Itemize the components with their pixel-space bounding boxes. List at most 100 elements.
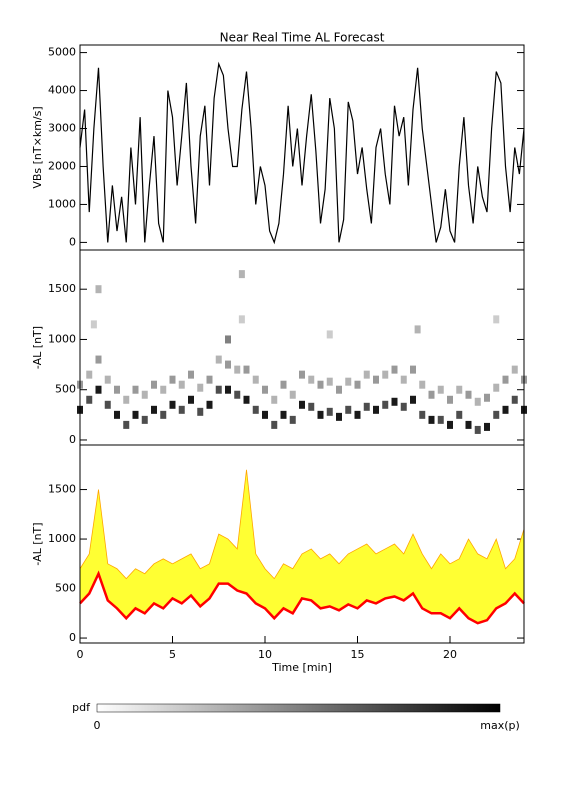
colorbar-label: pdf (72, 701, 91, 714)
y-tick-label: 5000 (48, 46, 76, 59)
y-tick-label: 0 (69, 235, 76, 248)
pdf-cell (238, 270, 245, 279)
pdf-cell (280, 380, 287, 389)
pdf-cell (289, 415, 296, 424)
pdf-cell (141, 415, 148, 424)
pdf-cell (437, 385, 444, 394)
pdf-cell (234, 365, 241, 374)
pdf-cell (188, 370, 194, 379)
pdf-cell (493, 315, 500, 324)
pdf-cell (414, 325, 421, 334)
pdf-cell (262, 385, 268, 394)
pdf-cell (169, 400, 176, 409)
y-tick-label: 1500 (48, 483, 76, 496)
pdf-cell (197, 383, 204, 392)
pdf-cell (363, 402, 370, 411)
pdf-cell (502, 375, 509, 384)
pdf-cell (90, 320, 97, 329)
pdf-cell (465, 420, 472, 429)
pdf-cell (336, 412, 342, 421)
pdf-cell (243, 395, 250, 404)
pdf-cell (484, 393, 490, 402)
colorbar-min-label: 0 (94, 719, 101, 732)
pdf-cell (215, 385, 222, 394)
y-tick-label: 500 (55, 582, 76, 595)
pdf-cell (373, 375, 379, 384)
pdf-cell (95, 285, 102, 294)
pdf-cell (234, 390, 241, 399)
pdf-cell (225, 385, 231, 394)
pdf-cell (354, 380, 361, 389)
pdf-cell (132, 410, 139, 419)
pdf-cell (484, 422, 490, 431)
data-line (79, 61, 525, 245)
pdf-cell (178, 380, 185, 389)
pdf-cell (299, 370, 305, 379)
pdf-cell (400, 402, 407, 411)
x-axis-label: Time [min] (271, 661, 332, 674)
y-tick-label: 1500 (48, 282, 76, 295)
pdf-cell (326, 377, 333, 386)
pdf-cell (252, 375, 259, 384)
pdf-cell (391, 365, 398, 374)
pdf-cell (225, 360, 231, 369)
y-tick-label: 4000 (48, 84, 76, 97)
pdf-cell (188, 395, 194, 404)
pdf-cell (114, 385, 120, 394)
y-tick-label: 2000 (48, 159, 76, 172)
pdf-cell (317, 380, 324, 389)
pdf-cell (151, 380, 157, 389)
pdf-cell (271, 395, 278, 404)
pdf-cell (215, 355, 222, 364)
pdf-cell (419, 410, 426, 419)
pdf-cell (474, 425, 481, 434)
pdf-cell (206, 375, 213, 384)
pdf-cell (289, 390, 296, 399)
pdf-cell (391, 397, 398, 406)
chart-title: Near Real Time AL Forecast (220, 31, 385, 45)
pdf-cell (456, 410, 463, 419)
pdf-cell (104, 375, 111, 384)
plot-frame (79, 444, 525, 644)
pdf-cell (123, 395, 130, 404)
x-tick-label: 10 (258, 648, 272, 661)
pdf-cell (178, 405, 185, 414)
pdf-cell (428, 415, 435, 424)
pdf-cell (123, 420, 130, 429)
y-axis-label: -AL [nT] (31, 326, 44, 369)
y-tick-label: 1000 (48, 532, 76, 545)
pdf-cell (363, 370, 370, 379)
pdf-cell (252, 405, 259, 414)
x-tick-label: 15 (351, 648, 365, 661)
pdf-cell (410, 365, 416, 374)
pdf-cell (447, 395, 453, 404)
y-tick-label: 1000 (48, 197, 76, 210)
pdf-cell (336, 385, 342, 394)
pdf-cell (465, 390, 472, 399)
pdf-cell (262, 410, 268, 419)
pdf-cell (511, 395, 518, 404)
pdf-cell (317, 410, 324, 419)
pdf-cell (206, 400, 213, 409)
pdf-cell (271, 420, 278, 429)
pdf-cell (238, 315, 245, 324)
pdf-cell (95, 385, 102, 394)
pdf-cell (280, 410, 287, 419)
pdf-cell (114, 410, 120, 419)
pdf-cell (326, 407, 333, 416)
pdf-cell (511, 365, 518, 374)
x-tick-label: 20 (443, 648, 457, 661)
pdf-cell (410, 395, 416, 404)
pdf-cell (104, 400, 111, 409)
pdf-cell (299, 400, 305, 409)
pdf-cell (474, 397, 481, 406)
pdf-cell (169, 375, 176, 384)
colorbar-max-label: max(p) (480, 719, 520, 732)
pdf-cell (382, 370, 389, 379)
pdf-cell (86, 370, 93, 379)
y-tick-label: 0 (69, 631, 76, 644)
pdf-cell (308, 375, 315, 384)
pdf-cell (354, 410, 361, 419)
